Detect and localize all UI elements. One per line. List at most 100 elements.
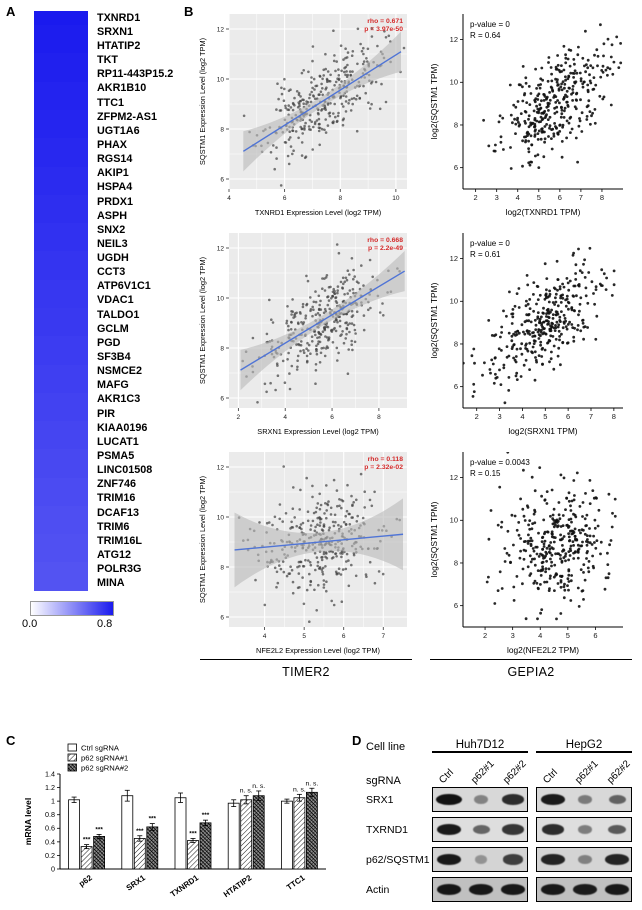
scatter-svg-g3: 2 3 4 5 6 6 8 10 12 log2(NFE2L2 TPM) log2(SQSTM1 T…: [429, 452, 623, 655]
svg-text:***: ***: [83, 837, 91, 844]
gene-label: TKT: [97, 54, 118, 67]
svg-text:12: 12: [217, 26, 225, 33]
bar-p62-s0: [68, 799, 80, 870]
timer2-label: TIMER2: [282, 665, 330, 679]
gene-heatmap: TXNRD1 SRXN1 HTATIP2 TKT RP11-443P15.2 AKR1B1…: [34, 11, 173, 591]
svg-text:5: 5: [302, 633, 306, 640]
svg-text:log2(NFE2L2 TPM): log2(NFE2L2 TPM): [507, 645, 579, 655]
svg-text:R = 0.15: R = 0.15: [470, 469, 501, 478]
scatter-points: [485, 452, 617, 621]
svg-text:7: 7: [381, 633, 385, 640]
svg-text:4: 4: [516, 193, 520, 202]
svg-text:8: 8: [612, 412, 616, 421]
bar-p62-s2: [93, 836, 105, 870]
mrna-bar-chart: 0 0.2 0.4 0.6 0.8 1 1.2 1.4 mRNA level *** *** p62 *…: [20, 740, 338, 910]
svg-text:8: 8: [454, 120, 458, 129]
heatmap-row: TTC1: [34, 95, 173, 110]
heatmap-row: CCT3: [34, 265, 173, 280]
svg-text:4: 4: [227, 195, 231, 202]
gene-label: UGDH: [97, 252, 129, 265]
heatmap-cell: [34, 11, 88, 26]
category-label-HTATIP2: HTATIP2: [222, 873, 254, 899]
svg-text:6: 6: [220, 176, 224, 183]
scatter-svg-t3: 4 5 6 7 6 8 10 12 NFE2L2 Expression Level (log2 …: [198, 452, 407, 655]
scatter-points: [482, 23, 623, 170]
svg-text:SRXN1 Expression Level (log2 T: SRXN1 Expression Level (log2 TPM): [257, 427, 378, 436]
heatmap-cell: [34, 364, 88, 379]
legend-label-2: p62 sgRNA#2: [81, 764, 128, 773]
sgrna-lanes: Ctrl p62#1 p62#2 Ctrl p62#1 p62#2: [432, 753, 638, 787]
svg-text:SQSTM1 Expression Level (log2: SQSTM1 Expression Level (log2 TPM): [198, 476, 207, 603]
category-label-SRX1: SRX1: [125, 873, 148, 893]
gene-label: ATP6V1C1: [97, 280, 151, 293]
heatmap-cell: [34, 449, 88, 464]
heatmap-row: GCLM: [34, 322, 173, 337]
heatmap-cell: [34, 463, 88, 478]
heatmap-cell: [34, 237, 88, 252]
sgrna-label: sgRNA: [366, 775, 401, 787]
svg-text:n. s.: n. s.: [293, 786, 306, 793]
gene-label: ZNF746: [97, 478, 137, 491]
blot-rows: SRX1 TXRND1 p62/SQSTM1 Actin: [366, 787, 638, 902]
heatmap-row: TXNRD1: [34, 11, 173, 26]
svg-text:8: 8: [220, 564, 224, 571]
heatmap-colorbar: [30, 601, 114, 616]
svg-text:10: 10: [392, 195, 400, 202]
svg-text:0.4: 0.4: [45, 837, 55, 846]
gene-label: LINC01508: [97, 464, 153, 477]
gene-label: PRDX1: [97, 195, 134, 208]
svg-text:6: 6: [558, 193, 562, 202]
protein-label: TXRND1: [366, 823, 409, 836]
svg-text:12: 12: [450, 35, 458, 44]
svg-text:6: 6: [454, 382, 458, 391]
protein-band: [474, 795, 488, 804]
heatmap-row: PGD: [34, 336, 173, 351]
heatmap-cell: [34, 53, 88, 68]
protein-label: p62/SQSTM1: [366, 853, 430, 866]
gene-label: AKR1B10: [97, 82, 147, 95]
gene-label: UGT1A6: [97, 124, 140, 137]
protein-band: [608, 794, 626, 805]
svg-text:8: 8: [220, 345, 224, 352]
gene-label: NEIL3: [97, 237, 128, 250]
blot-image: [536, 787, 632, 812]
heatmap-cell: [34, 421, 88, 436]
heatmap-row: ATG12: [34, 548, 173, 563]
svg-text:8: 8: [377, 414, 381, 421]
cell-line-hepg2: HepG2: [536, 739, 632, 753]
scatter-svg-t1: 4 6 8 10 6 8 10 12 TXNRD1 Expression Level (log2…: [198, 14, 407, 217]
svg-text:6: 6: [220, 614, 224, 621]
svg-text:6: 6: [330, 414, 334, 421]
category-label-p62: p62: [77, 873, 94, 889]
heatmap-cell: [34, 505, 88, 521]
protein-band: [573, 884, 597, 895]
svg-text:6: 6: [454, 601, 458, 610]
scatter-points: [463, 246, 616, 405]
heatmap-row: AKR1C3: [34, 392, 173, 407]
svg-text:8: 8: [338, 195, 342, 202]
protein-label: SRX1: [366, 793, 394, 806]
scatter-timer2-txnrd1: 4 6 8 10 6 8 10 12 TXNRD1 Expression Level (log2…: [196, 8, 414, 224]
gene-label: PGD: [97, 336, 121, 349]
heatmap-cell: [34, 548, 88, 563]
svg-text:2: 2: [483, 631, 487, 640]
bar-HTATIP2-s0: [227, 802, 240, 870]
gene-label: MINA: [97, 577, 125, 590]
svg-text:10: 10: [217, 295, 225, 302]
svg-text:R = 0.64: R = 0.64: [470, 31, 501, 40]
heatmap-row: SNX2: [34, 223, 173, 238]
bar-SRX1-s0: [121, 795, 134, 870]
svg-text:p-value = 0.0043: p-value = 0.0043: [470, 458, 530, 467]
svg-text:4: 4: [283, 414, 287, 421]
bar-TTC1-s0: [280, 800, 293, 870]
heatmap-row: TRIM6: [34, 520, 173, 535]
gene-label: KIAA0196: [97, 421, 148, 434]
heatmap-row: MINA: [34, 576, 173, 591]
protein-band: [604, 884, 630, 895]
gene-label: TRIM16L: [97, 534, 142, 547]
gene-label: PIR: [97, 407, 115, 420]
heatmap-row: SF3B4: [34, 350, 173, 365]
heatmap-cell: [34, 194, 88, 209]
scatter-timer2-srxn1: 2 4 6 8 6 8 10 12 SRXN1 Expression Level (log2 T…: [196, 227, 414, 443]
svg-text:p-value = 0: p-value = 0: [470, 20, 510, 29]
